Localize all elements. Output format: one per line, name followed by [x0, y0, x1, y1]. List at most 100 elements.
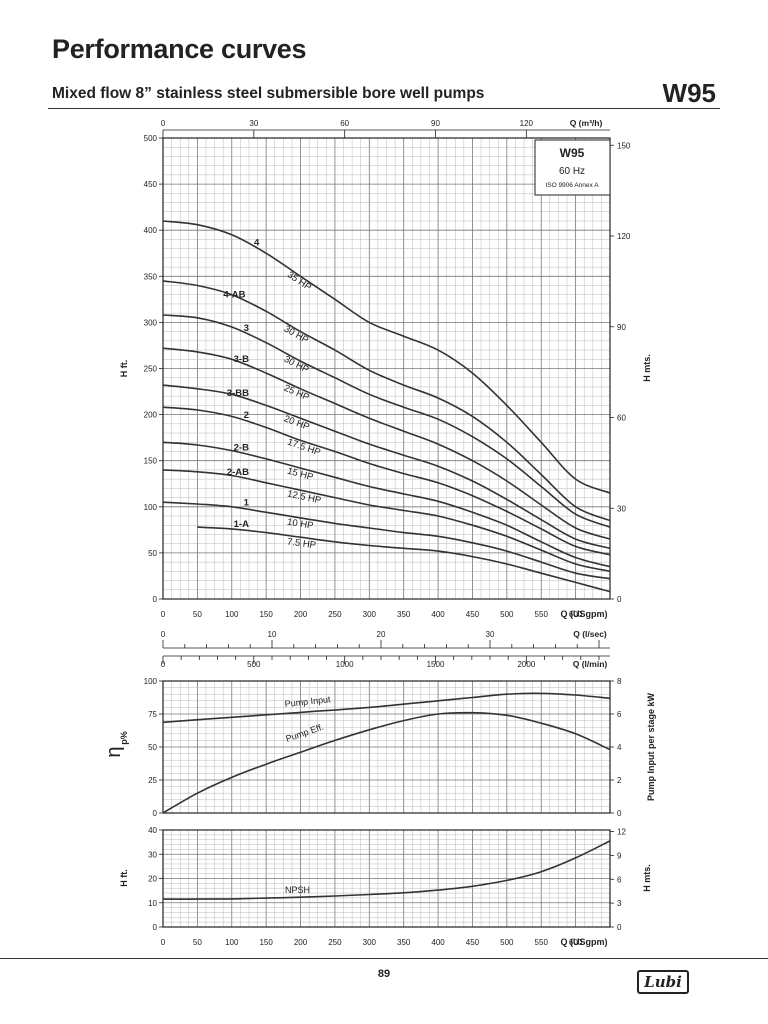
y2-tick-label: 6	[617, 875, 622, 884]
y-tick-label: 450	[144, 180, 158, 189]
x-tick-label: 200	[294, 938, 308, 947]
curve-hp-label: 10 HP	[286, 517, 314, 532]
model-code: W95	[662, 78, 716, 108]
curve-pump-input	[162, 692, 611, 724]
legend-model: W95	[560, 146, 585, 160]
curve-2	[162, 406, 611, 556]
y2-tick-label: 4	[617, 743, 622, 752]
curve-label: 4-AB	[223, 289, 245, 300]
x-tick-label: 400	[431, 610, 445, 619]
y-tick-label: 75	[148, 710, 157, 719]
x-tick-label: 200	[294, 610, 308, 619]
lsec-tick-label: 0	[161, 630, 166, 639]
x-tick-label: 250	[328, 938, 342, 947]
curve-label: 3	[244, 323, 249, 334]
y-tick-label: 25	[148, 776, 157, 785]
curve-pump-eff-	[162, 711, 611, 814]
x-tick-label: 100	[225, 610, 239, 619]
page-subtitle: Mixed flow 8” stainless steel submersibl…	[52, 85, 485, 102]
curve-3	[162, 314, 611, 528]
y2-tick-label: 6	[617, 710, 622, 719]
y2-tick-label: 0	[617, 595, 622, 604]
lsec-tick-label: 10	[268, 630, 277, 639]
npsh-panel-grid	[162, 829, 611, 928]
top-axis-tick-label: 0	[161, 119, 166, 128]
x-tick-label: 450	[466, 610, 480, 619]
x-tick-label: 550	[535, 938, 549, 947]
curve-label: 2-B	[234, 443, 249, 454]
lsec-axis-label: Q (l/sec)	[573, 629, 607, 639]
y-tick-label: 100	[144, 503, 158, 512]
lmin-tick-label: 0	[161, 660, 166, 669]
page-number: 89	[377, 968, 391, 980]
curve-3-B	[162, 347, 611, 540]
y-tick-label: 10	[148, 899, 157, 908]
curve-label: 3-B	[234, 354, 249, 365]
brand-logo: Lubi	[637, 970, 689, 994]
top-axis-tick-label: 60	[340, 119, 349, 128]
curve-label: 4	[254, 238, 260, 249]
lmin-tick-label: 2000	[517, 660, 535, 669]
x-tick-label: 450	[466, 938, 480, 947]
curve-npsh	[162, 840, 611, 900]
x-tick-label: 150	[259, 938, 273, 947]
x-tick-label: 0	[161, 610, 166, 619]
y-tick-label: 0	[153, 923, 158, 932]
x-tick-label: 300	[363, 610, 377, 619]
y-tick-label: 50	[148, 743, 157, 752]
y-axis-label: H ft.	[119, 869, 129, 887]
x-tick-label: 600	[569, 938, 583, 947]
footer-rule	[0, 958, 768, 959]
y-tick-label: 40	[148, 826, 157, 835]
y2-tick-label: 150	[617, 141, 631, 150]
x-tick-label: 500	[500, 938, 514, 947]
y-tick-label: 0	[153, 809, 158, 818]
curve-1-A	[197, 526, 611, 593]
curve-2-AB	[162, 469, 611, 573]
y-tick-label: 400	[144, 226, 158, 235]
y-tick-label: 100	[144, 677, 158, 686]
curve-hp-label: 17.5 HP	[286, 437, 322, 459]
eta-symbol: η	[103, 746, 125, 757]
y2-tick-label: 2	[617, 776, 622, 785]
y2-tick-label: 60	[617, 414, 626, 423]
y-tick-label: 150	[144, 457, 158, 466]
x-tick-label: 50	[193, 610, 202, 619]
curve-hp-label: 25 HP	[282, 383, 311, 404]
curve-4-AB	[162, 280, 611, 522]
x-tick-label: 350	[397, 938, 411, 947]
y-tick-label: 300	[144, 318, 158, 327]
y-tick-label: 30	[148, 850, 157, 859]
y-tick-label: 500	[144, 134, 158, 143]
y2-tick-label: 90	[617, 323, 626, 332]
page-title: Performance curves	[52, 34, 307, 64]
y-tick-label: 350	[144, 272, 158, 281]
curve-3-BB	[162, 384, 611, 550]
curve-hp-label: 20 HP	[282, 413, 311, 433]
x-tick-label: 250	[328, 610, 342, 619]
curve-hp-label: 7.5 HP	[286, 536, 316, 551]
x-axis-label: Q (USgpm)	[561, 609, 608, 619]
x-tick-label: 600	[569, 610, 583, 619]
top-axis-tick-label: 90	[431, 119, 440, 128]
x-tick-label: 350	[397, 610, 411, 619]
x-tick-label: 100	[225, 938, 239, 947]
curve-label: 3-BB	[227, 388, 249, 399]
curve-label: 2	[244, 410, 249, 421]
curve-label: 2-AB	[227, 467, 249, 478]
curve-label: 1	[244, 498, 250, 509]
y-axis-label: H ft.	[119, 360, 129, 378]
y2-axis-label: H mts.	[642, 354, 652, 382]
x-tick-label: 500	[500, 610, 514, 619]
curve-hp-label: 30 HP	[282, 354, 311, 376]
y2-tick-label: 12	[617, 828, 626, 837]
y2-tick-label: 8	[617, 677, 622, 686]
y2-axis-label: H mts.	[642, 864, 652, 892]
y2-tick-label: 30	[617, 504, 626, 513]
lmin-axis-label: Q (l/min)	[573, 659, 608, 669]
top-axis-tick-label: 30	[249, 119, 258, 128]
y2-tick-label: 9	[617, 851, 622, 860]
y2-tick-label: 0	[617, 809, 622, 818]
top-axis-tick-label: 120	[520, 119, 534, 128]
legend-frequency: 60 Hz	[559, 166, 585, 177]
